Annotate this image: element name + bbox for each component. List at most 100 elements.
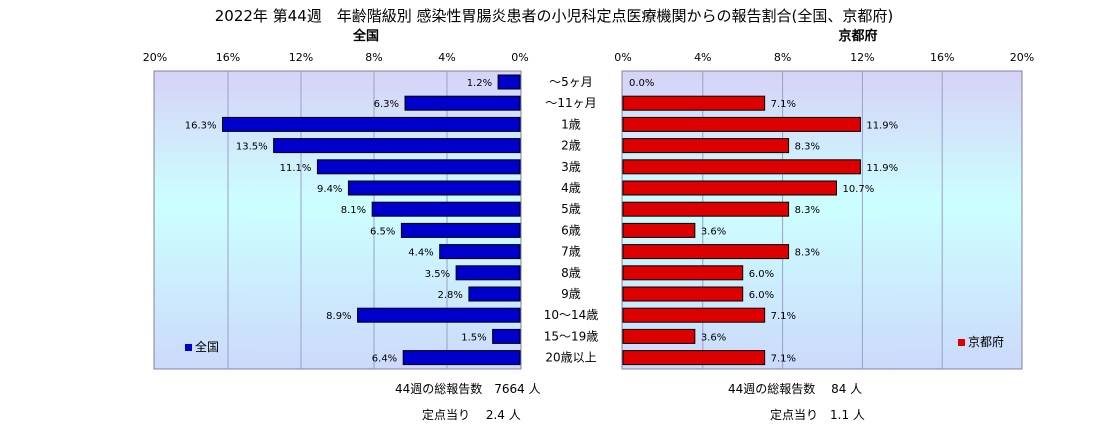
category-label: 7歳 [561, 245, 581, 259]
tick-label-right: 20% [1010, 51, 1034, 64]
legend-marker-right [958, 339, 965, 346]
bar-right [622, 116, 861, 132]
data-label-left: 1.5% [461, 332, 486, 343]
right-footer-per-site: 定点当り 1.1 人 [770, 407, 865, 422]
bar-right [622, 180, 837, 196]
bar-right [622, 286, 744, 302]
right-data-labels: 0.0% 7.1% 11.9% 8.3% 11.9% 10.7% 8.3% 3.6% 8.3% 6… [629, 78, 898, 365]
data-label-right: 10.7% [842, 184, 874, 195]
left-footer-total: 44週の総報告数 7664 人 [395, 381, 541, 396]
bar-left [371, 201, 521, 217]
category-labels: ～5ヶ月 ～11ヶ月 1歳 2歳 3歳 4歳 5歳 6歳 7歳 8歳 9歳 10～14歳 15～19歳 2… [544, 75, 599, 365]
bar-left [316, 159, 521, 175]
bar-right [622, 222, 696, 238]
category-label: 10～14歳 [544, 308, 599, 322]
data-label-left: 4.4% [408, 248, 433, 259]
bar-left [402, 350, 521, 366]
bar-right [622, 328, 696, 344]
category-label: 20歳以上 [545, 351, 596, 365]
data-label-right: 11.9% [866, 163, 898, 174]
bar-left [357, 307, 521, 323]
data-label-right: 0.0% [629, 78, 654, 89]
data-label-right: 6.0% [749, 290, 774, 301]
tick-label-right: 12% [850, 51, 874, 64]
legend-marker-left [185, 344, 192, 351]
tick-label-left: 0% [511, 51, 528, 64]
data-label-left: 8.1% [341, 205, 366, 216]
data-label-left: 3.5% [425, 269, 450, 280]
bar-right [622, 138, 790, 154]
category-label: 3歳 [561, 160, 581, 174]
category-label: 9歳 [561, 287, 581, 301]
category-label: 15～19歳 [544, 329, 599, 343]
right-footer-total: 44週の総報告数 84 人 [728, 381, 862, 396]
category-label: ～11ヶ月 [545, 96, 596, 110]
legend-left: 全国 [195, 339, 219, 354]
data-label-left: 9.4% [317, 184, 342, 195]
tick-label-left: 20% [143, 51, 167, 64]
bar-left [273, 138, 521, 154]
category-label: 1歳 [561, 117, 581, 131]
tick-label-right: 8% [774, 51, 791, 64]
bar-left [222, 116, 521, 132]
bar-left [468, 286, 521, 302]
tick-label-right: 4% [694, 51, 711, 64]
bar-left [439, 244, 521, 260]
bar-right [622, 201, 790, 217]
data-label-left: 1.2% [467, 78, 492, 89]
right-axis-ticks: 0% 4% 8% 12% 16% 20% [614, 51, 1034, 64]
data-label-left: 6.3% [374, 99, 399, 110]
bar-right [622, 95, 766, 111]
right-bars [622, 95, 861, 366]
category-label: 5歳 [561, 202, 581, 216]
tick-label-left: 16% [216, 51, 240, 64]
category-label: 8歳 [561, 266, 581, 280]
data-label-right: 6.0% [749, 269, 774, 280]
left-footer-per-site: 定点当り 2.4 人 [422, 407, 521, 422]
data-label-right: 8.3% [795, 248, 820, 259]
data-label-right: 8.3% [795, 142, 820, 153]
data-label-left: 6.5% [370, 226, 395, 237]
data-label-left: 16.3% [185, 120, 217, 131]
data-label-right: 7.1% [771, 99, 796, 110]
bar-left [492, 328, 521, 344]
bar-right [622, 159, 861, 175]
bar-left [455, 265, 521, 281]
left-data-labels: 1.2% 6.3% 16.3% 13.5% 11.1% 9.4% 8.1% 6.5% 4.4% 3… [185, 78, 492, 365]
bar-left [404, 95, 521, 111]
tick-label-right: 16% [930, 51, 954, 64]
right-panel-title: 京都府 [838, 28, 877, 44]
tick-label-left: 4% [438, 51, 455, 64]
left-plot-area [153, 70, 522, 370]
left-axis-ticks: 0% 4% 8% 12% 16% 20% [143, 51, 529, 64]
data-label-left: 13.5% [236, 142, 268, 153]
tick-label-left: 12% [289, 51, 313, 64]
category-label: 4歳 [561, 181, 581, 195]
data-label-right: 3.6% [701, 226, 726, 237]
data-label-right: 3.6% [701, 332, 726, 343]
data-label-left: 2.8% [437, 290, 462, 301]
tick-label-right: 0% [614, 51, 631, 64]
left-panel-title: 全国 [352, 28, 379, 44]
left-bars [222, 74, 521, 366]
data-label-left: 6.4% [372, 354, 397, 365]
bar-left [347, 180, 521, 196]
legend-right: 京都府 [968, 334, 1004, 349]
data-label-left: 11.1% [280, 163, 312, 174]
data-label-left: 8.9% [326, 311, 351, 322]
bar-right [622, 244, 790, 260]
bar-left [400, 222, 521, 238]
category-label: 6歳 [561, 223, 581, 237]
bar-left [497, 74, 521, 90]
data-label-right: 8.3% [795, 205, 820, 216]
category-label: 2歳 [561, 139, 581, 153]
category-label: ～5ヶ月 [549, 75, 593, 89]
chart-title: 2022年 第44週 年齢階級別 感染性胃腸炎患者の小児科定点医療機関からの報告… [215, 7, 894, 25]
right-plot-area [621, 70, 1023, 370]
bar-right [622, 350, 766, 366]
bar-right [622, 265, 744, 281]
data-label-right: 7.1% [771, 311, 796, 322]
data-label-right: 7.1% [771, 354, 796, 365]
bar-right [622, 307, 766, 323]
